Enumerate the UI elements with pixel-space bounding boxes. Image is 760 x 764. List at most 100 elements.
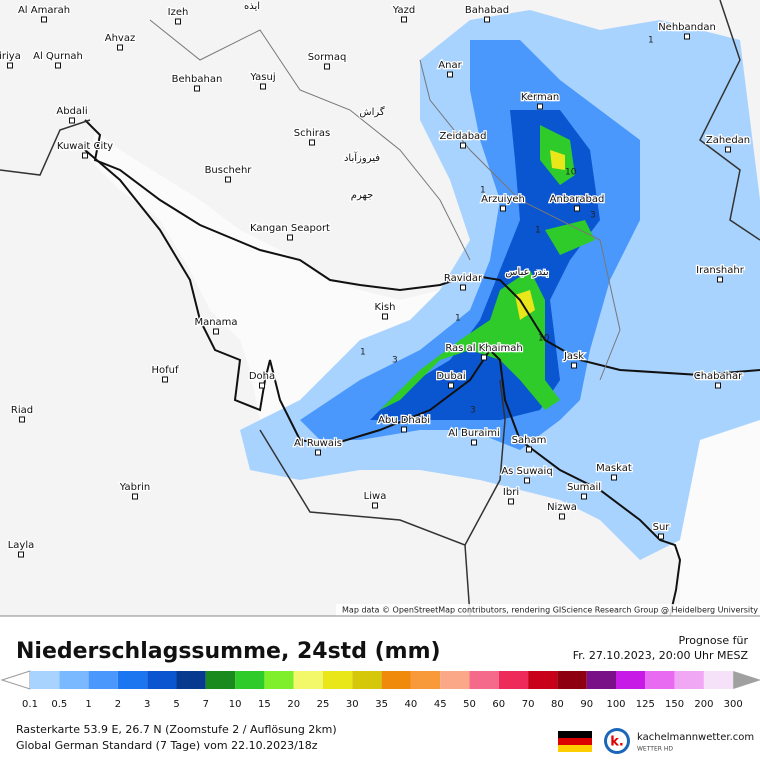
city-marker [684,33,690,40]
legend-value: 90 [580,699,593,710]
city-label: Nehbandan [658,22,716,33]
city-label: Chabahar [694,371,743,382]
city-marker [324,63,330,70]
city-marker [526,446,532,453]
forecast-time: Fr. 27.10.2023, 20:00 Uhr MESZ [573,649,749,662]
city-marker [382,313,388,320]
city-label: Izeh [168,7,189,18]
legend-box [674,671,704,689]
city-marker [117,44,123,51]
legend-box [410,671,441,689]
city-label: Abu Dhabi [378,415,430,426]
legend-low [0,670,31,690]
legend-value: 7 [203,699,209,710]
legend-value: 20 [287,699,300,710]
logo-letter: k. [610,735,624,750]
city-label: Layla [8,540,35,551]
coastline [84,119,760,617]
legend-box [381,671,411,689]
city-marker [372,502,378,509]
local-label: جهرم [351,190,374,201]
city-label: Manama [194,317,237,328]
city-label: Arzuiyeh [481,194,525,205]
city-label: Al Amarah [18,5,70,16]
contour-label: 10 [565,168,577,178]
precip-area [515,150,565,320]
legend-value: 45 [434,699,447,710]
city-label: Kuwait City [57,141,113,152]
legend-box [176,671,206,689]
precip-area [380,125,595,410]
logo-name: kachelmannwetter.com [637,732,754,743]
city-label: iriya [0,51,21,62]
legend-value: 5 [173,699,179,710]
city-marker [611,474,617,481]
legend-value: 30 [346,699,359,710]
city-marker [41,16,47,23]
legend-box [293,671,323,689]
contour-label: 1 [648,36,654,46]
city-label: Anar [438,60,462,71]
city-marker [19,416,25,423]
city-marker [260,83,266,90]
legend-value: 125 [636,699,655,710]
city-marker [524,477,530,484]
city-label: Abdali [56,106,87,117]
city-marker [537,103,543,110]
legend-box [557,671,587,689]
legend-value: 10 [229,699,242,710]
legend-value: 100 [606,699,625,710]
legend-box [703,671,734,689]
legend-value: 2 [115,699,121,710]
logo-sub: WETTER HD [637,746,673,753]
city-label: As Suwaiq [501,466,552,477]
footer-line: Global German Standard (7 Tage) vom 22.1… [16,739,318,752]
contour-label: 1 [480,186,486,196]
legend-high [733,671,760,689]
footer-line: Rasterkarte 53.9 E, 26.7 N (Zoomstufe 2 … [16,723,337,736]
city-marker [658,533,664,540]
city-marker [484,16,490,23]
city-marker [55,62,61,69]
city-label: Hofuf [151,365,178,376]
legend-value: 40 [405,699,418,710]
legend-box [264,671,294,689]
contour-label: 10 [538,334,550,344]
city-marker [508,498,514,505]
city-marker [213,328,219,335]
map [0,0,760,617]
city-marker [18,551,24,558]
legend-value: 150 [665,699,684,710]
city-label: Dubai [436,371,465,382]
city-marker [500,205,506,212]
legend-value: 15 [258,699,271,710]
borders [0,0,760,617]
local-label: ایذه [244,1,260,12]
legend-value: 50 [463,699,476,710]
city-label: Sumail [567,482,601,493]
city-marker [460,142,466,149]
legend-value: 300 [724,699,743,710]
city-marker [194,85,200,92]
city-label: Al Buraimi [448,428,500,439]
legend-box [440,671,470,689]
legend-box [498,671,529,689]
city-marker [447,71,453,78]
city-marker [460,284,466,291]
city-marker [259,382,265,389]
city-marker [7,62,13,69]
city-marker [715,382,721,389]
legend-box [352,671,382,689]
legend-value: 80 [551,699,564,710]
city-marker [82,152,88,159]
city-label: Al Ruwais [294,438,342,449]
city-label: Ahvaz [105,33,135,44]
city-label: Yazd [392,5,415,16]
city-marker [725,146,731,153]
city-marker [315,449,321,456]
contour-label: 3 [470,406,476,416]
city-marker [162,376,168,383]
city-marker [401,426,407,433]
city-marker [571,362,577,369]
